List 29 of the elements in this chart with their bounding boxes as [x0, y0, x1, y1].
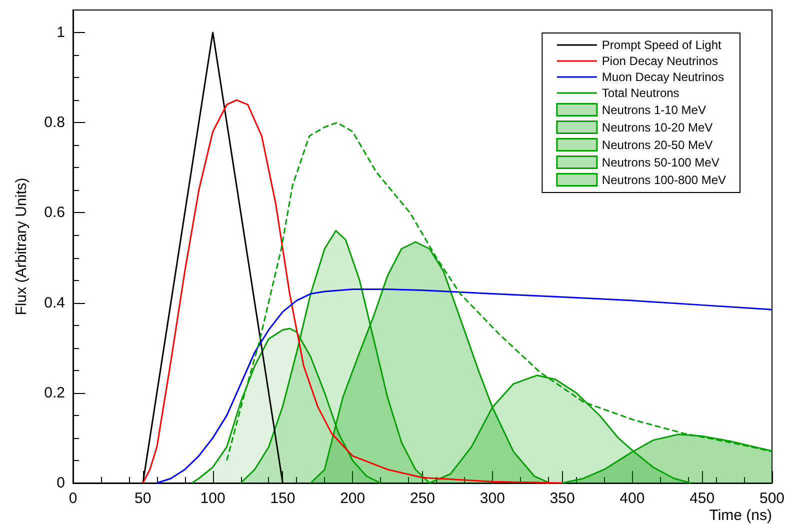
- legend-label: Neutrons 20-50 MeV: [602, 138, 713, 152]
- x-tick-label: 200: [340, 490, 366, 507]
- x-tick-label: 350: [550, 490, 575, 507]
- y-tick-label: 0.2: [44, 384, 65, 402]
- x-tick-label: 450: [690, 490, 715, 507]
- legend-label: Neutrons 50-100 MeV: [602, 155, 720, 170]
- legend-label: Neutrons 100-800 MeV: [602, 172, 726, 187]
- x-tick-label: 100: [200, 490, 226, 507]
- x-tick-label: 150: [270, 490, 296, 507]
- x-tick-label: 300: [480, 490, 505, 507]
- x-tick-label: 50: [134, 490, 152, 507]
- legend-label: Neutrons 1-10 MeV: [602, 102, 706, 117]
- line-series: [156, 288, 773, 484]
- y-axis-title: Flux (Arbitrary Units): [13, 178, 30, 316]
- y-tick-label: 0.6: [44, 204, 65, 222]
- y-tick-label: 0: [56, 474, 65, 492]
- legend-label: Pion Decay Neutrinos: [602, 54, 718, 68]
- x-tick-label: 0: [68, 490, 78, 507]
- y-tick-label: 0.8: [44, 114, 65, 132]
- y-tick-label: 1: [56, 24, 65, 42]
- legend-label: Neutrons 10-20 MeV: [602, 120, 713, 134]
- legend-label: Prompt Speed of Light: [602, 38, 722, 52]
- x-axis-title: Time (ns): [709, 507, 772, 524]
- x-tick-label: 400: [620, 490, 645, 507]
- x-tick-label: 250: [410, 490, 436, 507]
- legend-label: Total Neutrons: [602, 86, 680, 100]
- legend-label: Muon Decay Neutrinos: [602, 70, 724, 84]
- x-tick-label: 500: [759, 490, 785, 507]
- y-tick-label: 0.4: [44, 294, 65, 312]
